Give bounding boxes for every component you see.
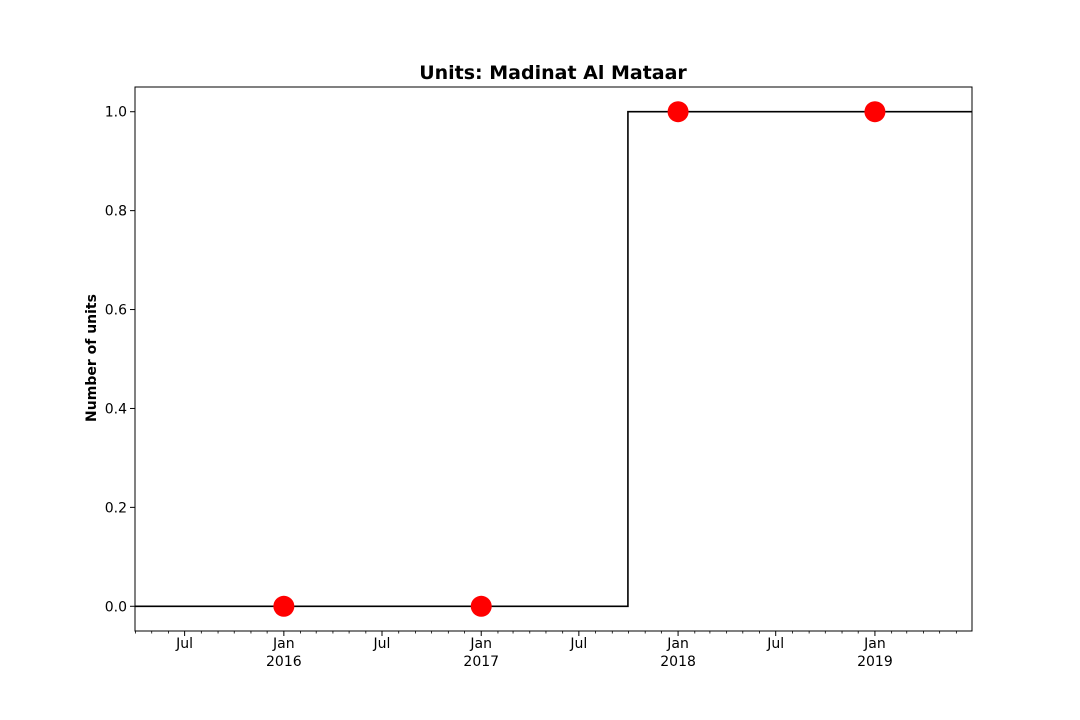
step-series-line: [135, 110, 972, 608]
x-tick-label: Jul: [569, 636, 587, 652]
y-tick-label: 0.2: [105, 500, 127, 516]
y-tick-label: 0.0: [105, 599, 127, 615]
plot-area: 0.0 0.2 0.4 0.6 0.8 1.0 Jul Jan 2016 Jul Jan 2017 Ju…: [105, 101, 972, 670]
y-tick-label: 1.0: [105, 105, 127, 121]
x-tick-label: Jul: [175, 636, 193, 652]
x-tick-label: Jan: [272, 636, 295, 652]
data-point-marker: [667, 101, 689, 123]
data-point-marker: [273, 595, 295, 617]
x-tick-label: Jul: [373, 636, 391, 652]
x-tick-label: Jan: [863, 636, 886, 652]
x-tick-label: Jan: [666, 636, 689, 652]
x-tick-label: Jan: [469, 636, 492, 652]
y-tick-label: 0.6: [105, 303, 127, 319]
y-axis-label: Number of units: [84, 294, 100, 422]
data-point-marker: [864, 101, 886, 123]
chart-title: Units: Madinat Al Mataar: [419, 62, 687, 84]
y-tick-label: 0.8: [105, 204, 127, 220]
axes-frame: [134, 86, 973, 632]
x-tick-label: Jul: [766, 636, 784, 652]
y-tick-label: 0.4: [105, 401, 127, 417]
x-tick-year-label: 2016: [266, 654, 302, 670]
data-point-marker: [470, 595, 492, 617]
x-tick-year-label: 2019: [857, 654, 893, 670]
x-tick-year-label: 2017: [463, 654, 499, 670]
x-tick-year-label: 2018: [660, 654, 696, 670]
